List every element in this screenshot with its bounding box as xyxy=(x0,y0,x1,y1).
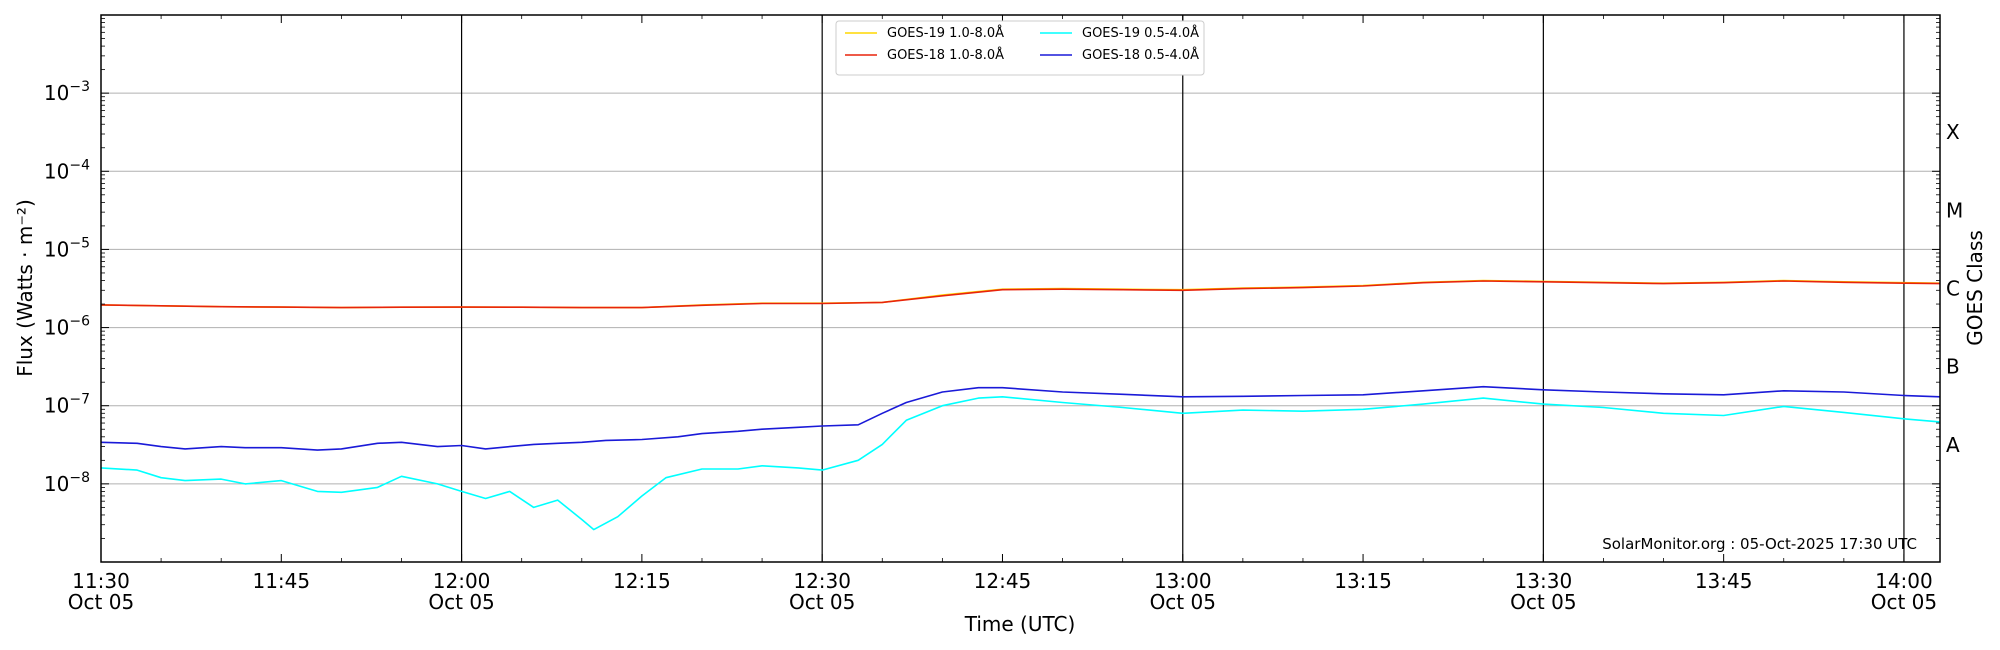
y-axis-title: Flux (Watts · m⁻²) xyxy=(13,199,37,377)
x-tick-sublabel: Oct 05 xyxy=(428,590,494,614)
x-tick-sublabel: Oct 05 xyxy=(789,590,855,614)
x-tick-sublabel: Oct 05 xyxy=(1510,590,1576,614)
legend-label: GOES-19 0.5-4.0Å xyxy=(1082,25,1199,41)
y-tick-label: 10−8 xyxy=(44,470,90,496)
x-tick-label: 12:15 xyxy=(613,569,671,593)
goes-class-label: X xyxy=(1946,120,1960,144)
x-tick-label: 13:45 xyxy=(1695,569,1753,593)
goes-class-labels: A B C M X xyxy=(1946,120,1963,457)
series-line xyxy=(100,385,1941,451)
x-tick-label: 13:00 xyxy=(1154,569,1212,593)
series-line xyxy=(100,280,1941,309)
legend-label: GOES-18 0.5-4.0Å xyxy=(1082,47,1199,63)
grid-lines xyxy=(101,92,1940,485)
time-marker-lines xyxy=(460,15,1905,562)
y-axis-right-title: GOES Class xyxy=(1963,230,1987,346)
x-tick-sublabel: Oct 05 xyxy=(1150,590,1216,614)
series-line xyxy=(100,395,1941,531)
y-tick-label: 10−7 xyxy=(44,392,90,418)
x-tick-sublabel: Oct 05 xyxy=(1871,590,1937,614)
goes-class-label: B xyxy=(1946,355,1960,379)
y-tick-labels: 10−8 10−7 10−6 10−5 10−4 10−3 xyxy=(44,79,90,496)
legend-label: GOES-19 1.0-8.0Å xyxy=(887,25,1004,41)
x-tick-sublabel: Oct 05 xyxy=(68,590,134,614)
x-tick-label: 11:30 xyxy=(72,569,130,593)
legend-items: GOES-19 1.0-8.0Å GOES-18 1.0-8.0Å GOES-19 … xyxy=(845,25,1199,63)
y-tick-label: 10−6 xyxy=(44,314,90,340)
goes-class-label: A xyxy=(1946,433,1960,457)
x-tick-label: 11:45 xyxy=(252,569,310,593)
x-tick-label: 12:30 xyxy=(793,569,851,593)
credit-text: SolarMonitor.org : 05-Oct-2025 17:30 UTC xyxy=(1602,535,1917,553)
legend-label: GOES-18 1.0-8.0Å xyxy=(887,47,1004,63)
legend-box xyxy=(835,20,1205,76)
plot-frame xyxy=(100,14,1941,563)
series-lines xyxy=(100,279,1941,531)
x-tick-label: 13:15 xyxy=(1334,569,1392,593)
x-tick-label: 12:45 xyxy=(974,569,1032,593)
y-tick-label: 10−3 xyxy=(44,79,90,105)
x-tick-label: 13:30 xyxy=(1515,569,1573,593)
y-tick-label: 10−5 xyxy=(44,235,90,261)
x-tick-label: 12:00 xyxy=(433,569,491,593)
goes-class-label: C xyxy=(1946,277,1960,301)
x-tick-label: 14:00 xyxy=(1875,569,1933,593)
legend: GOES-19 1.0-8.0Å GOES-18 1.0-8.0Å GOES-19 … xyxy=(835,20,1205,76)
y-tick-label: 10−4 xyxy=(44,157,90,183)
axis-ticks xyxy=(100,14,1940,563)
goes-class-label: M xyxy=(1946,198,1963,222)
x-axis-title: Time (UTC) xyxy=(964,612,1076,636)
